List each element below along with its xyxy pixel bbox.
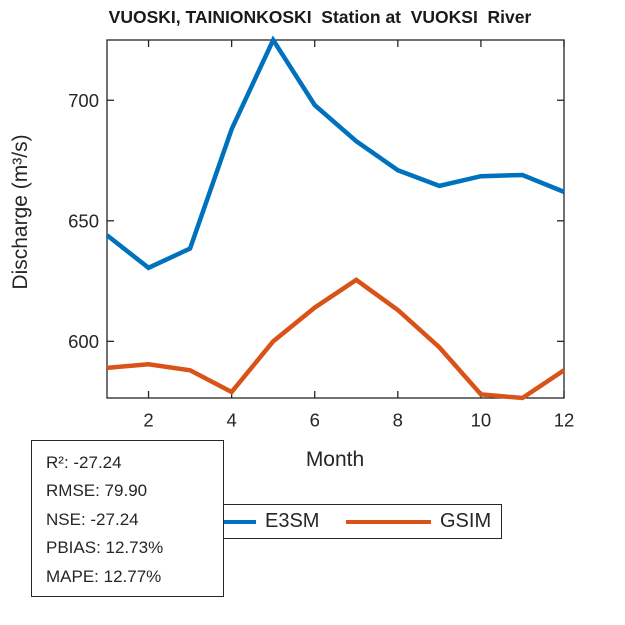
x-tick-label: 8 [393,410,403,431]
x-tick-label: 12 [554,410,575,431]
stat-pbias: PBIAS: 12.73% [46,538,164,558]
x-tick-label: 6 [310,410,320,431]
stats-box: R²: -27.24 RMSE: 79.90 NSE: -27.24 PBIAS… [31,440,224,597]
x-axis-label: Month [305,448,365,471]
stat-rmse: RMSE: 79.90 [46,481,148,501]
legend-label-gsim: GSIM [440,510,492,532]
legend-label-e3sm: E3SM [265,510,320,532]
x-tick-label: 2 [143,410,153,431]
y-tick-label: 650 [68,210,99,231]
stat-mape: MAPE: 12.77% [46,566,162,586]
axes-box [106,39,565,399]
chart-title: VUOSKI, TAINIONKOSKI Station at VUOKSI R… [108,7,532,27]
series-gsim-line [106,277,566,401]
stat-nse: NSE: -27.24 [46,509,139,529]
y-tick-label: 600 [68,331,99,352]
y-tick-label: 700 [68,90,99,111]
legend-line-gsim [346,519,431,524]
series-e3sm-line [105,35,565,271]
x-tick-label: 4 [226,410,236,431]
x-tick-label: 10 [471,410,492,431]
stat-r2: R²: -27.24 [46,453,122,472]
